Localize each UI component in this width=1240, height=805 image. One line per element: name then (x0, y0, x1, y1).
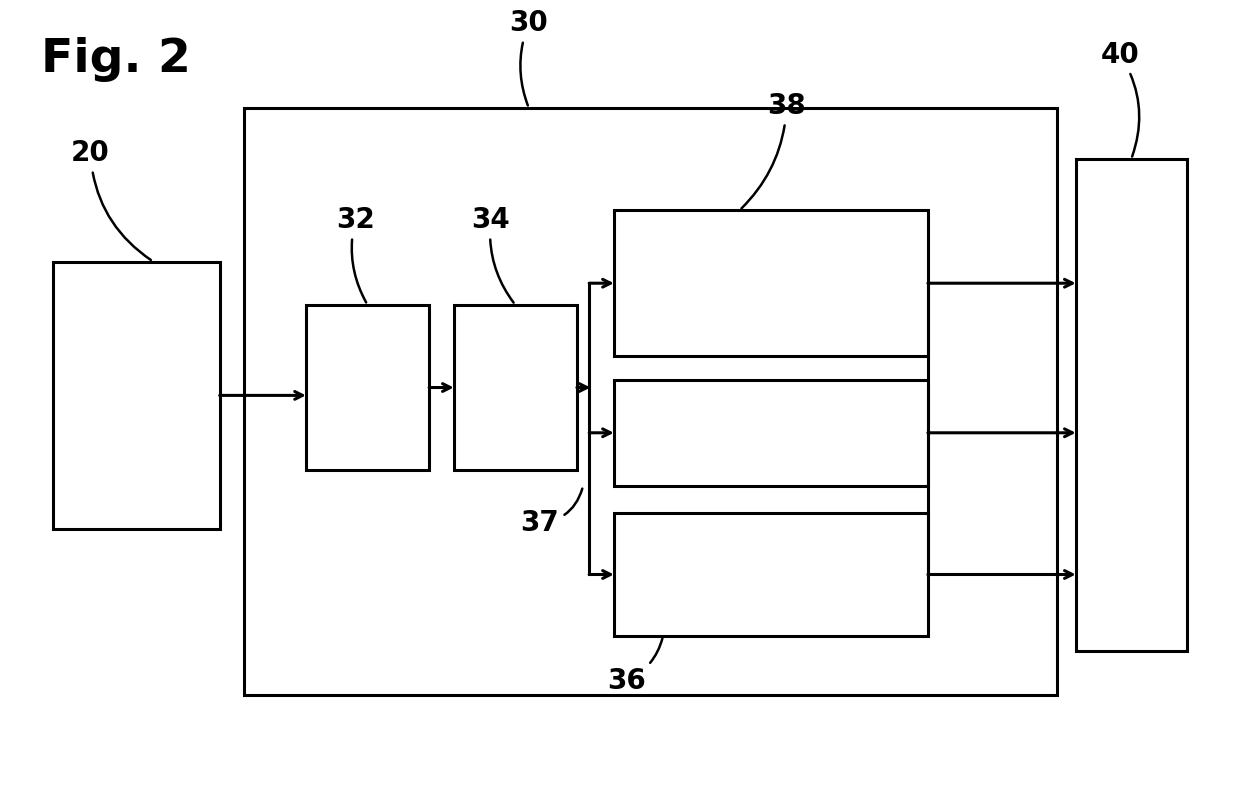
Text: 30: 30 (510, 9, 548, 105)
Text: Fig. 2: Fig. 2 (41, 37, 191, 82)
Text: 37: 37 (521, 489, 583, 537)
Text: 34: 34 (471, 206, 513, 303)
Text: 38: 38 (742, 92, 806, 208)
Bar (454, 305, 577, 470)
Bar (614, 210, 928, 356)
Text: 32: 32 (336, 206, 374, 303)
Text: 20: 20 (71, 139, 151, 260)
Text: 36: 36 (606, 638, 662, 695)
Bar (53, 262, 219, 529)
Bar (244, 108, 1058, 695)
Bar (1076, 159, 1187, 651)
Bar (614, 380, 928, 486)
Bar (306, 305, 429, 470)
Text: 40: 40 (1101, 41, 1140, 157)
Bar (614, 514, 928, 635)
